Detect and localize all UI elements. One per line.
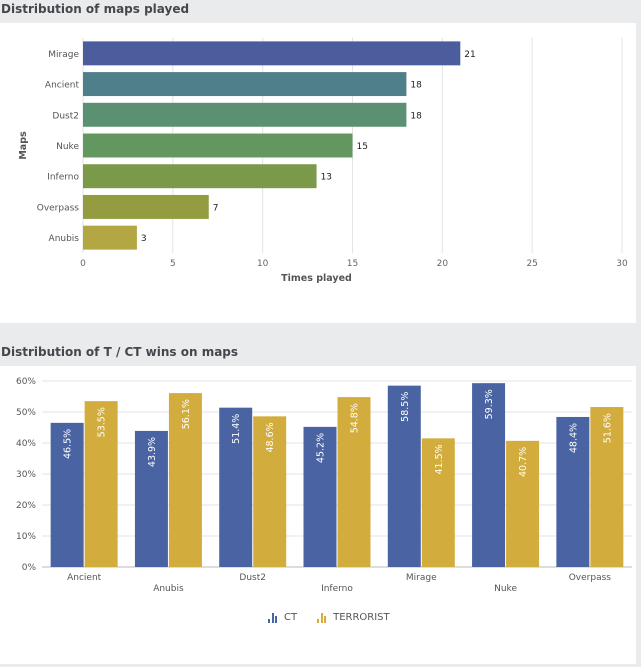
x-axis-label: Times played — [281, 273, 352, 284]
data-label: 43.9% — [147, 437, 158, 467]
bar-chart-icon — [268, 612, 278, 623]
bar-ct — [303, 426, 337, 567]
y-tick-label: Ancient — [45, 81, 80, 91]
bar — [83, 102, 407, 127]
x-tick-label: Anubis — [153, 584, 184, 594]
x-tick-label: 0 — [80, 259, 86, 269]
y-tick-label: Dust2 — [52, 111, 79, 121]
wins-chart: 0% 10% 20% 30% 40% 50% 60% 46.5% 53.5% Ancient 43.… — [16, 377, 632, 594]
data-label: 18 — [410, 81, 422, 91]
data-label: 51.6% — [602, 413, 613, 443]
bar-terrorist — [253, 416, 287, 567]
legend-label-ct[interactable]: CT — [284, 612, 298, 623]
bar-ct — [387, 385, 421, 567]
wins-panel: 0% 10% 20% 30% 40% 50% 60% 46.5% 53.5% Ancient 43.… — [0, 366, 636, 664]
y-tick-label: 0% — [22, 563, 37, 573]
data-label: 21 — [464, 50, 475, 60]
wins-section-title: Distribution of T / CT wins on maps — [1, 345, 239, 359]
data-label: 51.4% — [231, 414, 242, 444]
y-tick-label: 40% — [16, 439, 36, 449]
data-label: 13 — [321, 173, 332, 183]
data-label: 59.3% — [484, 389, 495, 419]
data-label: 15 — [357, 142, 368, 152]
bar — [83, 164, 317, 189]
data-label: 3 — [141, 234, 147, 244]
data-label: 58.5% — [400, 392, 411, 422]
x-tick-label: Dust2 — [239, 573, 266, 583]
data-label: 54.8% — [350, 403, 361, 433]
y-axis-label: Maps — [18, 131, 29, 160]
maps-section-title: Distribution of maps played — [1, 2, 190, 16]
x-tick-label: Ancient — [67, 573, 102, 583]
bar-terrorist — [337, 397, 371, 567]
maps-played-chart: 0 5 10 15 20 25 30 21 Mirage 18 Ancient 18 Dust2 15 Nu… — [18, 38, 628, 284]
bar — [83, 225, 137, 250]
data-label: 48.4% — [568, 423, 579, 453]
x-tick-label: 25 — [526, 259, 537, 269]
bar-terrorist — [506, 440, 540, 567]
bar-ct — [50, 422, 84, 567]
x-tick-label: 15 — [347, 259, 358, 269]
data-label: 48.6% — [265, 422, 276, 452]
data-label: 46.5% — [63, 429, 74, 459]
bar-terrorist — [590, 407, 624, 567]
y-tick-label: 30% — [16, 470, 36, 480]
data-label: 45.2% — [316, 433, 327, 463]
y-tick-label: Inferno — [47, 173, 79, 183]
y-tick-label: Overpass — [37, 203, 80, 213]
data-label: 40.7% — [518, 447, 529, 477]
x-tick-label: Mirage — [406, 573, 437, 583]
data-label: 7 — [213, 203, 219, 213]
legend-label-terrorist[interactable]: TERRORIST — [333, 612, 390, 623]
bar-terrorist — [421, 438, 455, 567]
y-tick-label: Mirage — [48, 50, 79, 60]
maps-played-panel: 0 5 10 15 20 25 30 21 Mirage 18 Ancient 18 Dust2 15 Nu… — [0, 23, 636, 323]
data-label: 56.1% — [181, 399, 192, 429]
data-label: 18 — [410, 111, 422, 121]
bar — [83, 194, 209, 219]
bar — [83, 72, 407, 97]
y-tick-label: 50% — [16, 408, 36, 418]
data-label: 53.5% — [97, 407, 108, 437]
bar — [83, 133, 353, 158]
bar — [83, 41, 461, 66]
y-tick-label: 10% — [16, 532, 36, 542]
y-tick-label: 60% — [16, 377, 36, 387]
bar-ct — [472, 383, 506, 567]
x-tick-label: 30 — [616, 259, 628, 269]
bar-terrorist — [84, 401, 118, 567]
y-tick-label: 20% — [16, 501, 36, 511]
x-tick-label: 5 — [170, 259, 176, 269]
data-label: 41.5% — [434, 444, 445, 474]
x-tick-label: Nuke — [494, 584, 517, 594]
x-tick-label: Inferno — [321, 584, 353, 594]
bar-ct — [556, 416, 590, 567]
bar-terrorist — [168, 393, 202, 567]
y-tick-label: Nuke — [56, 142, 79, 152]
bar-ct — [219, 407, 253, 567]
bar-chart-icon — [317, 612, 327, 623]
x-tick-label: 10 — [257, 259, 269, 269]
x-tick-label: 20 — [437, 259, 449, 269]
y-tick-label: Anubis — [49, 234, 80, 244]
x-tick-label: Overpass — [569, 573, 612, 583]
chart-legend: CT TERRORIST — [268, 612, 390, 623]
bar-ct — [134, 430, 168, 567]
